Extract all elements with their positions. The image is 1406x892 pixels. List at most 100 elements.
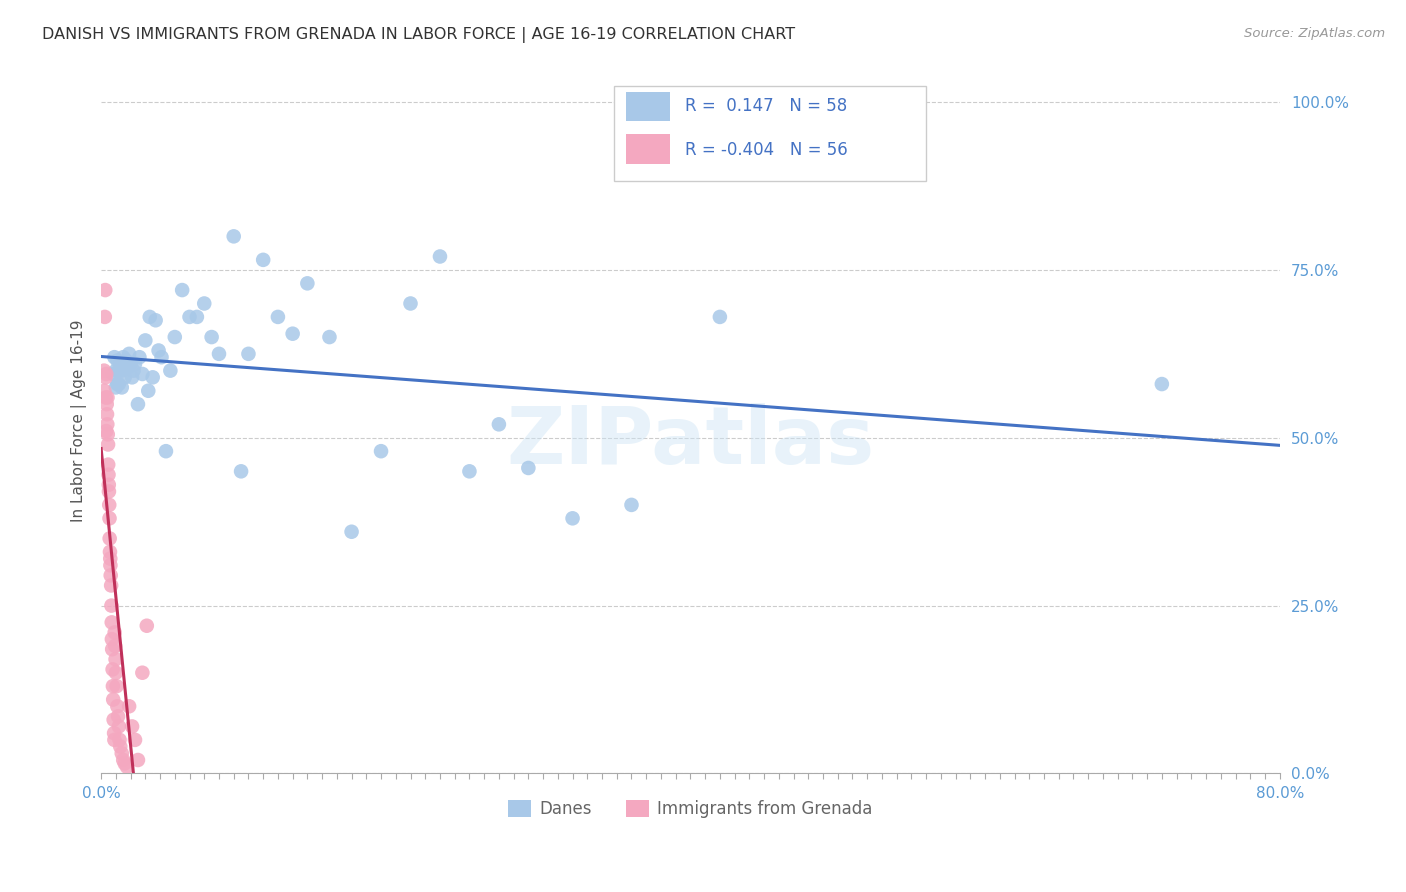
Point xyxy=(100,615,122,630)
Point xyxy=(111,363,134,377)
Point xyxy=(104,652,127,666)
Point xyxy=(135,618,157,632)
Point xyxy=(127,753,149,767)
Point xyxy=(112,350,135,364)
Point xyxy=(488,417,510,432)
Point xyxy=(458,464,481,478)
Point xyxy=(100,558,122,573)
Text: Source: ZipAtlas.com: Source: ZipAtlas.com xyxy=(1244,27,1385,40)
FancyBboxPatch shape xyxy=(626,92,671,121)
Point xyxy=(110,739,132,754)
Point xyxy=(118,347,141,361)
Point xyxy=(96,424,118,438)
Point xyxy=(97,484,120,499)
Text: R =  0.147   N = 58: R = 0.147 N = 58 xyxy=(685,97,846,115)
Point xyxy=(134,334,156,348)
Point xyxy=(159,363,181,377)
Point xyxy=(98,532,121,546)
Point xyxy=(238,347,260,361)
FancyBboxPatch shape xyxy=(626,134,671,164)
Point xyxy=(94,283,117,297)
Text: DANISH VS IMMIGRANTS FROM GRENADA IN LABOR FORCE | AGE 16-19 CORRELATION CHART: DANISH VS IMMIGRANTS FROM GRENADA IN LAB… xyxy=(42,27,796,43)
Point xyxy=(222,229,245,244)
Point xyxy=(1150,377,1173,392)
Point xyxy=(98,511,121,525)
Point xyxy=(100,578,122,592)
Point xyxy=(429,250,451,264)
Point xyxy=(96,417,118,432)
Point xyxy=(620,498,643,512)
Legend: Danes, Immigrants from Grenada: Danes, Immigrants from Grenada xyxy=(502,794,879,825)
Point xyxy=(142,370,165,384)
Point xyxy=(340,524,363,539)
Point xyxy=(229,464,252,478)
Point xyxy=(136,384,159,398)
Point xyxy=(98,551,121,566)
Point xyxy=(104,625,127,640)
Point xyxy=(108,732,131,747)
Point xyxy=(124,357,146,371)
Point xyxy=(104,639,127,653)
Point xyxy=(179,310,201,324)
Point xyxy=(105,377,128,392)
Point xyxy=(98,545,121,559)
Point xyxy=(93,363,115,377)
Point xyxy=(121,719,143,733)
Point xyxy=(117,360,139,375)
Point xyxy=(561,511,583,525)
Point xyxy=(318,330,340,344)
Text: R = -0.404   N = 56: R = -0.404 N = 56 xyxy=(685,141,848,159)
Point xyxy=(108,363,131,377)
Point xyxy=(104,363,127,377)
Point xyxy=(103,726,125,740)
Point xyxy=(127,397,149,411)
Point xyxy=(267,310,290,324)
Point xyxy=(131,665,153,680)
Point xyxy=(105,353,128,368)
Point xyxy=(148,343,170,358)
Point xyxy=(172,283,194,297)
Point xyxy=(155,444,177,458)
Point xyxy=(115,760,138,774)
Point xyxy=(93,384,115,398)
Point xyxy=(517,461,540,475)
Point xyxy=(101,662,124,676)
Point xyxy=(104,665,127,680)
Point xyxy=(96,407,118,421)
Point xyxy=(115,353,138,368)
Point xyxy=(104,380,127,394)
Point xyxy=(281,326,304,341)
Point xyxy=(208,347,231,361)
Point xyxy=(96,391,118,405)
Point xyxy=(98,498,121,512)
FancyBboxPatch shape xyxy=(614,87,927,181)
Point xyxy=(114,370,136,384)
Point xyxy=(107,709,129,723)
Point xyxy=(252,252,274,267)
Point xyxy=(94,310,117,324)
Point xyxy=(101,367,124,381)
Point xyxy=(101,679,124,693)
Point xyxy=(101,632,124,647)
Point xyxy=(193,296,215,310)
Point xyxy=(111,746,134,760)
Point xyxy=(101,642,124,657)
Point xyxy=(103,732,125,747)
Point xyxy=(97,458,120,472)
Point xyxy=(97,437,120,451)
Point xyxy=(201,330,224,344)
Y-axis label: In Labor Force | Age 16-19: In Labor Force | Age 16-19 xyxy=(72,319,87,522)
Point xyxy=(121,370,143,384)
Point xyxy=(709,310,731,324)
Point xyxy=(139,310,162,324)
Point xyxy=(297,277,319,291)
Point xyxy=(120,357,142,371)
Point xyxy=(124,732,146,747)
Text: ZIPatlas: ZIPatlas xyxy=(506,403,875,481)
Point xyxy=(103,692,125,706)
Point xyxy=(399,296,422,310)
Point xyxy=(163,330,186,344)
Point xyxy=(108,719,131,733)
Point xyxy=(112,753,135,767)
Point xyxy=(150,350,173,364)
